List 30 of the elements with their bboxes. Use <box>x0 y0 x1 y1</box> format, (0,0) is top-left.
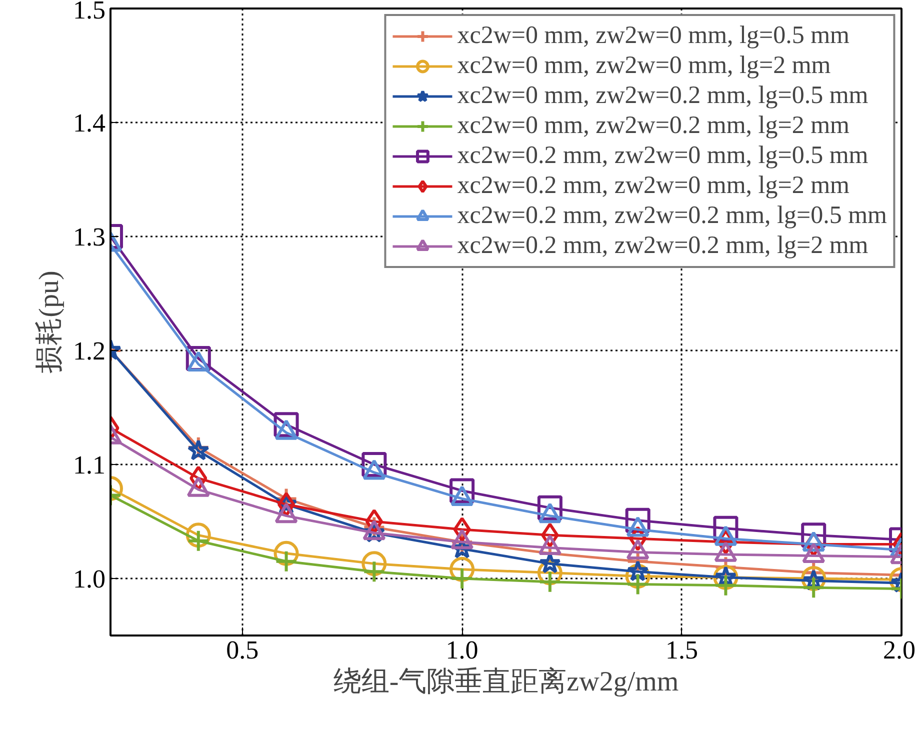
legend-label: xc2w=0 mm, zw2w=0.2 mm, lg=0.5 mm <box>457 82 868 110</box>
x-tick-label: 2.0 <box>883 636 916 664</box>
x-tick-label: 1.0 <box>446 636 478 664</box>
point <box>187 439 210 460</box>
x-tick-label: 0.5 <box>226 636 259 664</box>
legend-label: xc2w=0.2 mm, zw2w=0.2 mm, lg=2 mm <box>457 232 868 260</box>
y-tick-label: 1.3 <box>73 222 106 252</box>
y-tick-label: 1.1 <box>73 450 106 480</box>
y-tick-label: 1.0 <box>73 564 106 594</box>
legend-label: xc2w=0.2 mm, zw2w=0 mm, lg=2 mm <box>457 172 850 200</box>
point <box>362 560 386 584</box>
y-tick-label: 1.2 <box>73 336 106 366</box>
point <box>274 550 298 573</box>
point <box>802 576 826 600</box>
point <box>450 567 474 590</box>
x-axis-title: 绕组-气隙垂直距离zw2g/mm <box>333 666 679 698</box>
y-tick-label: 1.5 <box>73 0 106 24</box>
point <box>186 529 210 552</box>
point <box>626 560 649 582</box>
y-tick-label: 1.4 <box>73 108 106 138</box>
point <box>626 572 650 596</box>
legend-label: xc2w=0.2 mm, zw2w=0.2 mm, lg=0.5 mm <box>457 202 887 230</box>
legend-label: xc2w=0.2 mm, zw2w=0 mm, lg=0.5 mm <box>457 142 868 170</box>
legend-label: xc2w=0 mm, zw2w=0 mm, lg=0.5 mm <box>457 22 850 50</box>
legend-label: xc2w=0 mm, zw2w=0 mm, lg=2 mm <box>457 52 831 80</box>
legend-label: xc2w=0 mm, zw2w=0.2 mm, lg=2 mm <box>457 112 850 140</box>
point <box>538 570 562 594</box>
y-axis-title: 损耗(pu) <box>34 270 65 374</box>
point <box>714 574 738 597</box>
x-tick-label: 1.5 <box>666 636 698 664</box>
